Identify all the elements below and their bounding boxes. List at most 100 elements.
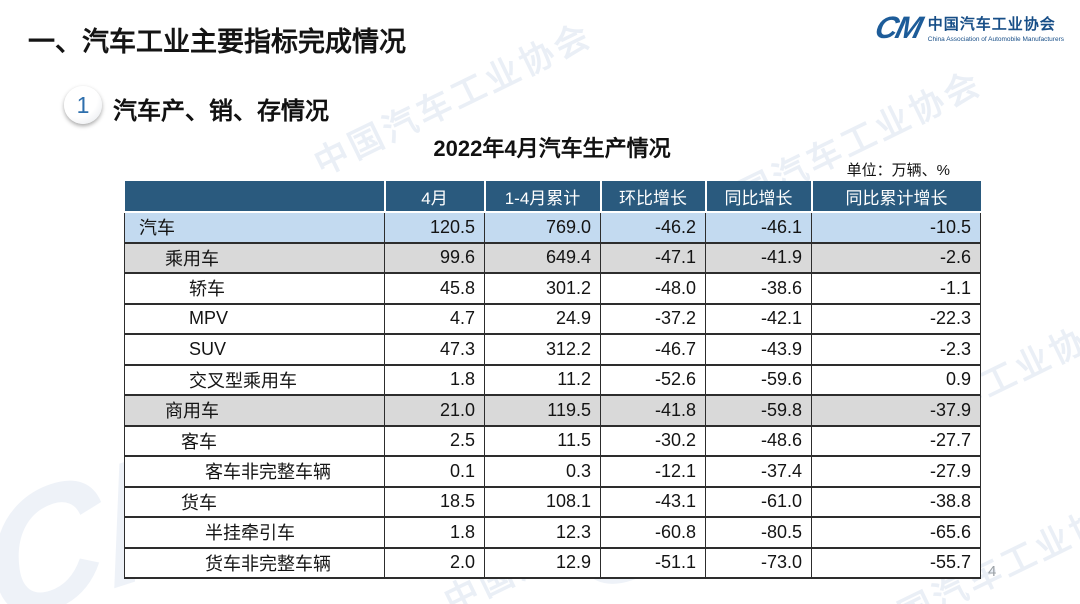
row-label: 半挂牵引车: [124, 516, 385, 549]
cell: -10.5: [811, 212, 981, 244]
cell: -55.7: [811, 547, 981, 579]
cell: -47.1: [600, 242, 706, 274]
cell: -51.1: [600, 547, 706, 579]
cell: 4.7: [384, 303, 485, 335]
table-row: 客车 2.5 11.5 -30.2 -48.6 -27.7: [124, 425, 981, 457]
table-row: 乘用车 99.6 649.4 -47.1 -41.9 -2.6: [124, 242, 981, 274]
section-number: 1: [76, 91, 90, 118]
cell: -12.1: [600, 455, 706, 488]
cell: -37.2: [600, 303, 706, 335]
row-label: 汽车: [124, 212, 385, 244]
cell: 12.3: [484, 516, 601, 549]
table-row: 商用车 21.0 119.5 -41.8 -59.8 -37.9: [124, 394, 981, 427]
cell: 1.8: [384, 364, 485, 396]
cell: -22.3: [811, 303, 981, 335]
cell: 2.5: [384, 425, 485, 457]
table-row: 半挂牵引车 1.8 12.3 -60.8 -80.5 -65.6: [124, 516, 981, 549]
table-header-row: 4月 1-4月累计 环比增长 同比增长 同比累计增长: [124, 181, 981, 213]
cell: -59.6: [705, 364, 812, 396]
cell: -65.6: [811, 516, 981, 549]
cell: -59.8: [705, 394, 812, 427]
row-label: 货车非完整车辆: [124, 547, 385, 579]
cell: 18.5: [384, 486, 485, 518]
cell: -2.3: [811, 333, 981, 366]
table-row: 货车 18.5 108.1 -43.1 -61.0 -38.8: [124, 486, 981, 518]
table-row: SUV 47.3 312.2 -46.7 -43.9 -2.3: [124, 333, 981, 366]
row-label: 乘用车: [124, 242, 385, 274]
cell: 1.8: [384, 516, 485, 549]
cell: 12.9: [484, 547, 601, 579]
caam-logo-icon: CM: [871, 10, 925, 45]
cell: 119.5: [484, 394, 601, 427]
cell: -61.0: [705, 486, 812, 518]
section-title: 汽车产、销、存情况: [113, 98, 329, 125]
cell: 11.5: [484, 425, 601, 457]
cell: 312.2: [484, 333, 601, 366]
row-label: 交叉型乘用车: [124, 364, 385, 396]
cell: -46.1: [705, 212, 812, 244]
row-label: 客车非完整车辆: [124, 455, 385, 488]
column-header-category: [124, 181, 385, 213]
cell: -38.8: [811, 486, 981, 518]
column-header-mom-growth: 环比增长: [599, 181, 706, 213]
cell: 108.1: [484, 486, 601, 518]
column-header-yoy-ytd-growth: 同比累计增长: [810, 181, 981, 213]
production-table: 4月 1-4月累计 环比增长 同比增长 同比累计增长 汽车 120.5 769.…: [124, 181, 981, 579]
cell: 0.9: [811, 364, 981, 396]
table-row: MPV 4.7 24.9 -37.2 -42.1 -22.3: [124, 303, 981, 335]
table-row: 货车非完整车辆 2.0 12.9 -51.1 -73.0 -55.7: [124, 547, 981, 579]
cell: -2.6: [811, 242, 981, 274]
cell: 2.0: [384, 547, 485, 579]
cell: 99.6: [384, 242, 485, 274]
cell: 11.2: [484, 364, 601, 396]
cell: 0.1: [384, 455, 485, 488]
row-label: 货车: [124, 486, 385, 518]
column-header-ytd: 1-4月累计: [483, 181, 601, 213]
cell: -38.6: [705, 272, 812, 305]
row-label: 客车: [124, 425, 385, 457]
cell: -48.6: [705, 425, 812, 457]
cell: 649.4: [484, 242, 601, 274]
production-table-wrap: 4月 1-4月累计 环比增长 同比增长 同比累计增长 汽车 120.5 769.…: [124, 181, 981, 579]
table-title: 2022年4月汽车生产情况: [433, 136, 671, 161]
page-title: 一、汽车工业主要指标完成情况: [28, 27, 406, 57]
row-label: MPV: [124, 303, 385, 335]
cell: -42.1: [705, 303, 812, 335]
cell: -48.0: [600, 272, 706, 305]
logo: CM 中国汽车工业协会 China Association of Automob…: [871, 10, 1064, 45]
cell: -30.2: [600, 425, 706, 457]
table-row: 客车非完整车辆 0.1 0.3 -12.1 -37.4 -27.9: [124, 455, 981, 488]
cell: -41.9: [705, 242, 812, 274]
cell: -43.1: [600, 486, 706, 518]
cell: -1.1: [811, 272, 981, 305]
cell: 45.8: [384, 272, 485, 305]
cell: -80.5: [705, 516, 812, 549]
table-row: 汽车 120.5 769.0 -46.2 -46.1 -10.5: [124, 212, 981, 244]
cell: -73.0: [705, 547, 812, 579]
cell: 21.0: [384, 394, 485, 427]
cell: 0.3: [484, 455, 601, 488]
cell: 301.2: [484, 272, 601, 305]
cell: -60.8: [600, 516, 706, 549]
cell: 769.0: [484, 212, 601, 244]
cell: 24.9: [484, 303, 601, 335]
cell: -41.8: [600, 394, 706, 427]
cell: -52.6: [600, 364, 706, 396]
cell: -46.2: [600, 212, 706, 244]
cell: -27.9: [811, 455, 981, 488]
unit-label: 单位：万辆、%: [846, 162, 950, 179]
column-header-april: 4月: [383, 181, 485, 213]
logo-name-cn: 中国汽车工业协会: [927, 15, 1056, 33]
row-label: 商用车: [124, 394, 385, 427]
cell: -46.7: [600, 333, 706, 366]
cell: -27.7: [811, 425, 981, 457]
column-header-yoy-growth: 同比增长: [704, 181, 812, 213]
table-row: 交叉型乘用车 1.8 11.2 -52.6 -59.6 0.9: [124, 364, 981, 396]
cell: 47.3: [384, 333, 485, 366]
cell: 120.5: [384, 212, 485, 244]
section-number-badge: 1: [64, 86, 102, 124]
cell: -43.9: [705, 333, 812, 366]
page-number: 4: [988, 563, 997, 580]
cell: -37.4: [705, 455, 812, 488]
